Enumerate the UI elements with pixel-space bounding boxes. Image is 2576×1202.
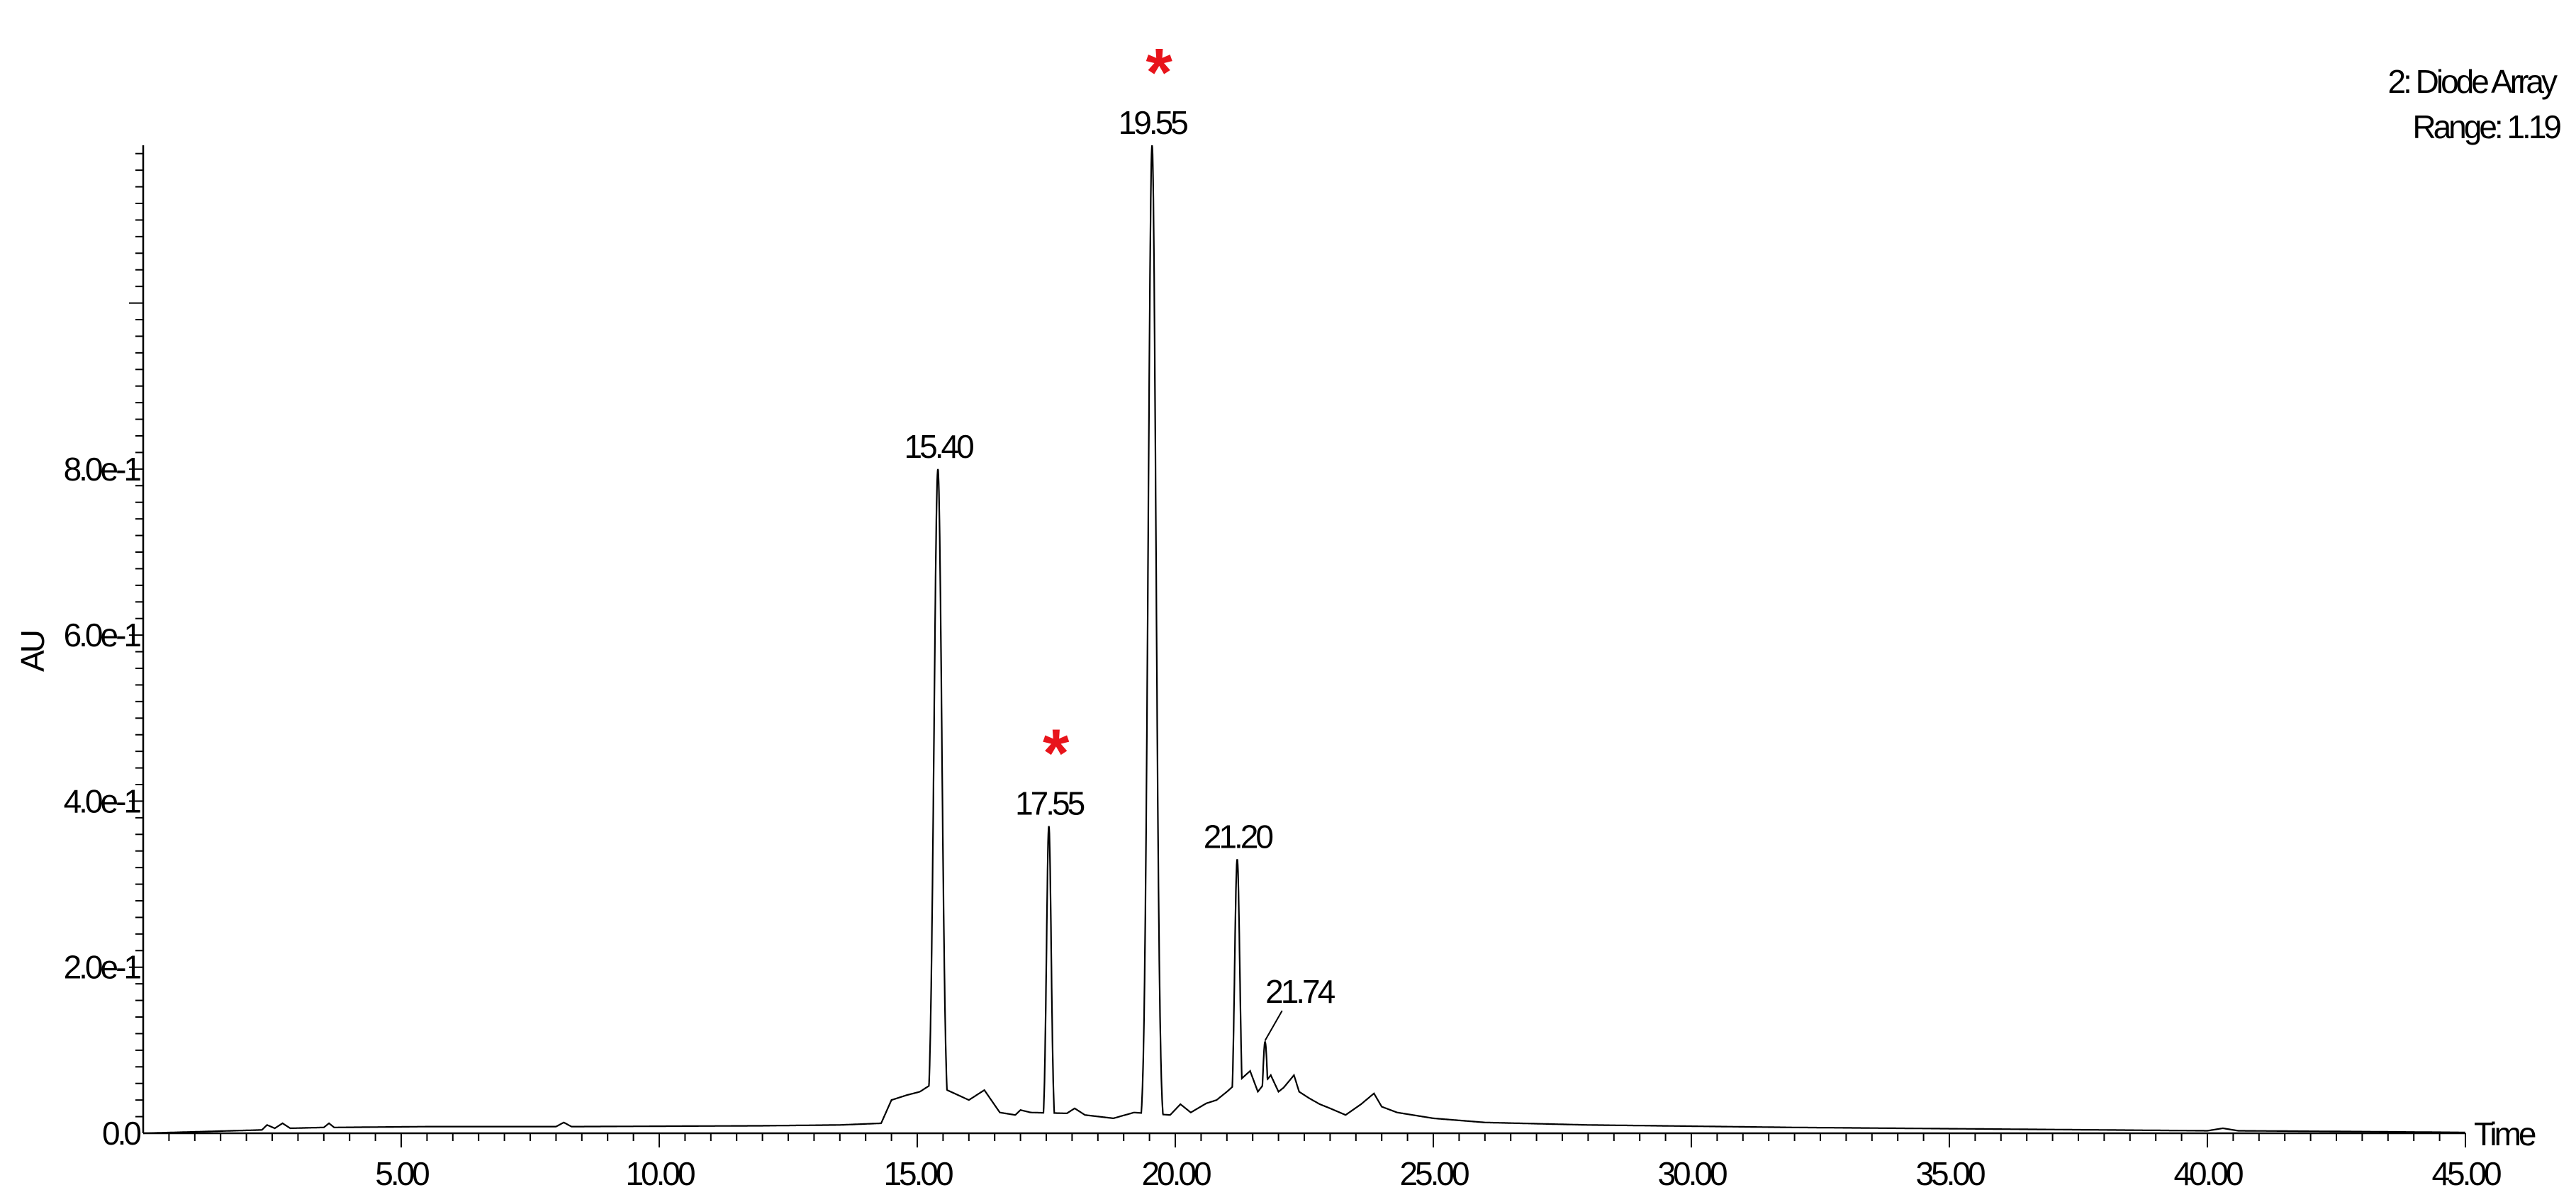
y-axis-label: AU [14,631,51,672]
peak-label: 19.55 [1119,104,1188,141]
y-tick-label: 2.0e-1 [64,949,141,986]
range-label: Range: 1.19 [2412,108,2560,145]
x-tick-label: 30.00 [1657,1155,1727,1192]
x-tick-label: 40.00 [2173,1155,2243,1192]
y-tick-label: 6.0e-1 [64,617,141,653]
y-minor-ticks [129,152,143,1118]
detector-label: 2: Diode Array [2388,63,2558,100]
y-tick-label: 0.0 [102,1115,140,1152]
x-minor-ticks [168,1133,2466,1147]
y-tick-label: 4.0e-1 [64,782,141,819]
peak-marker-asterisk: * [1146,35,1173,111]
y-axis: 0.0 2.0e-1 4.0e-1 6.0e-1 8.0e-1 AU [14,145,145,1152]
x-tick-label: 10.00 [625,1155,695,1192]
x-tick-label: 20.00 [1141,1155,1211,1192]
x-axis: 5.00 10.00 15.00 20.00 25.00 30.00 35.00 40.00 4… [143,1116,2538,1192]
peak-label: 21.74 [1265,973,1335,1010]
peak-marker-asterisk: * [1043,716,1070,792]
x-axis-label: Time [2474,1116,2536,1152]
y-tick-labels: 0.0 2.0e-1 4.0e-1 6.0e-1 8.0e-1 [64,451,144,1152]
peak-labels: 15.40 17.55 19.55 21.20 21.74 [905,104,1338,1041]
x-tick-label: 25.00 [1399,1155,1469,1192]
y-tick-label: 8.0e-1 [64,451,141,488]
peak-label-leader [1264,1010,1283,1041]
x-tick-label: 45.00 [2431,1155,2501,1192]
x-tick-label: 35.00 [1915,1155,1985,1192]
peak-label: 17.55 [1015,785,1085,822]
x-tick-labels: 5.00 10.00 15.00 20.00 25.00 30.00 35.00 40.00 4… [375,1155,2504,1192]
x-tick-label: 5.00 [375,1155,429,1192]
chromatogram-trace [143,145,2465,1135]
peak-label: 15.40 [905,428,974,465]
peak-markers: ** [1043,35,1173,792]
peak-label: 21.20 [1204,818,1273,855]
x-tick-label: 15.00 [883,1155,953,1192]
